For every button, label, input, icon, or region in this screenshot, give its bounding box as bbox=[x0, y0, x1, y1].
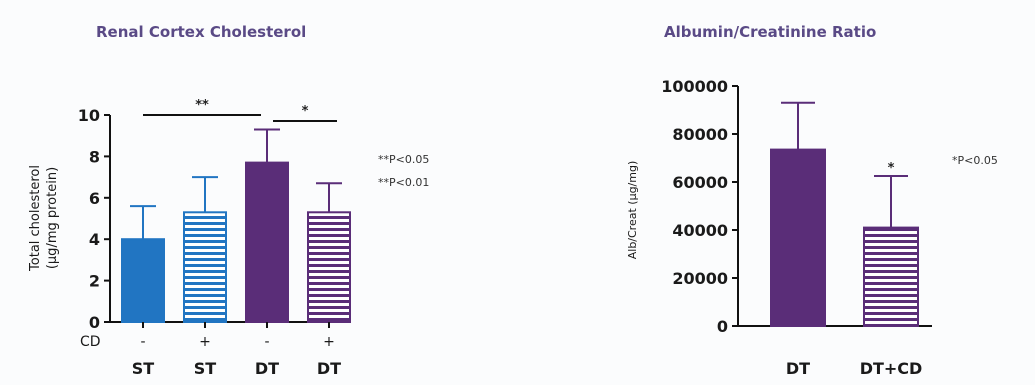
chart1-cd-label: + bbox=[323, 334, 335, 350]
chart1-cd-label: - bbox=[140, 334, 145, 350]
chart2-bar bbox=[863, 226, 919, 328]
chart2-title: Albumin/Creatinine Ratio bbox=[664, 23, 876, 41]
chart1-bar bbox=[245, 161, 289, 323]
chart1-y-tick-label: 10 bbox=[78, 106, 100, 125]
chart2-bar-annotation: * bbox=[888, 161, 895, 176]
chart-renal-cortex-cholesterol: Renal Cortex Cholesterol Total cholester… bbox=[28, 23, 429, 378]
chart1-bar bbox=[307, 211, 351, 323]
chart1-category-label: DT bbox=[317, 359, 341, 378]
chart1-cd-label: - bbox=[264, 334, 269, 350]
chart1-ylabel-line2: (μg/mg protein) bbox=[45, 167, 60, 269]
chart1-cd-row-label: CD bbox=[80, 334, 101, 350]
chart2-y-tick-label: 20000 bbox=[672, 269, 728, 288]
chart2-y-tick-label: 80000 bbox=[672, 125, 728, 144]
chart1-cd-label: + bbox=[199, 334, 211, 350]
chart1-note-2: **P<0.01 bbox=[378, 176, 429, 189]
chart1-y-tick-label: 0 bbox=[89, 313, 100, 332]
chart2-y-tick-label: 40000 bbox=[672, 221, 728, 240]
chart1-category-label: ST bbox=[194, 359, 217, 378]
chart1-category-label: DT bbox=[255, 359, 279, 378]
chart1-ylabel-line1: Total cholesterol bbox=[28, 165, 43, 272]
chart2-y-tick-label: 100000 bbox=[661, 77, 728, 96]
chart2-y-tick-label: 60000 bbox=[672, 173, 728, 192]
chart2-category-label: DT+CD bbox=[860, 359, 923, 378]
chart1-y-tick-label: 8 bbox=[89, 147, 100, 166]
chart1-significance-label: ** bbox=[195, 98, 209, 113]
chart2-bar bbox=[770, 148, 826, 327]
chart1-y-tick-label: 4 bbox=[89, 230, 100, 249]
chart2-ylabel: Alb/Creat (μg/mg) bbox=[626, 161, 639, 260]
chart2-category-label: DT bbox=[786, 359, 810, 378]
chart1-bar bbox=[183, 211, 227, 323]
chart1-bar bbox=[121, 238, 165, 323]
chart1-note-1: **P<0.05 bbox=[378, 153, 429, 166]
chart2-note-1: *P<0.05 bbox=[952, 154, 998, 167]
chart2-y-tick-label: 0 bbox=[717, 317, 728, 336]
chart1-category-label: ST bbox=[132, 359, 155, 378]
chart1-y-tick-label: 6 bbox=[89, 189, 100, 208]
chart1-y-tick-label: 2 bbox=[89, 272, 100, 291]
chart-albumin-creatinine-ratio: Albumin/Creatinine Ratio Alb/Creat (μg/m… bbox=[626, 23, 998, 378]
chart1-significance-label: * bbox=[302, 104, 309, 119]
chart1-title: Renal Cortex Cholesterol bbox=[96, 23, 306, 41]
